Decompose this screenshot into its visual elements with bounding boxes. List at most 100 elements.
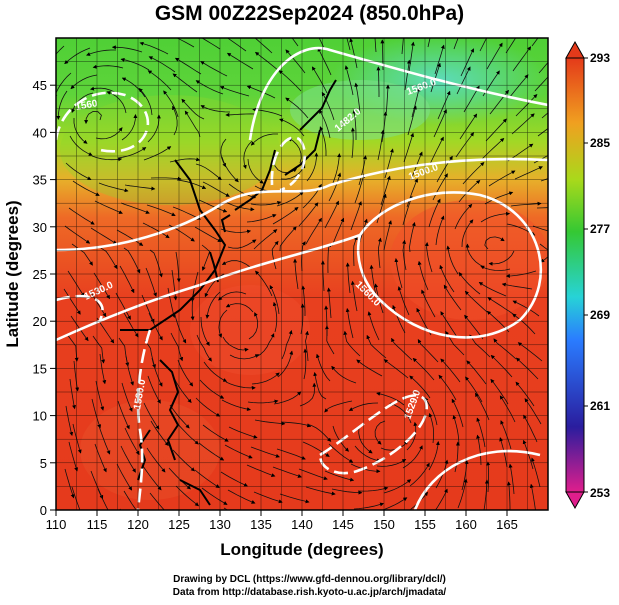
- streamline: [71, 243, 93, 266]
- streamline: [273, 160, 298, 174]
- streamline: [459, 113, 478, 140]
- streamline: [301, 285, 306, 316]
- streamline: [149, 249, 163, 278]
- colorbar-min-arrow: [565, 491, 585, 510]
- streamline: [73, 360, 80, 392]
- streamline: [69, 378, 76, 410]
- streamline: [279, 226, 297, 252]
- y-tick-label: 20: [33, 314, 47, 329]
- streamline: [246, 214, 277, 223]
- streamline: [397, 286, 410, 316]
- streamline: [446, 245, 459, 275]
- streamline: [476, 417, 486, 448]
- contour-label: 1560: [75, 98, 99, 113]
- streamline: [225, 381, 256, 390]
- streamline: [318, 38, 325, 49]
- streamline: [86, 49, 116, 56]
- x-tick-label: 140: [291, 517, 313, 532]
- streamline: [455, 132, 474, 158]
- streamline: [254, 419, 286, 426]
- streamline: [226, 38, 247, 52]
- streamline: [481, 137, 505, 160]
- streamline: [428, 198, 441, 228]
- streamline: [90, 227, 118, 245]
- streamline: [72, 180, 100, 196]
- streamline: [91, 398, 102, 429]
- y-tick-label: 40: [33, 125, 47, 140]
- streamline: [195, 163, 222, 181]
- streamline: [291, 38, 299, 47]
- streamline: [279, 118, 305, 137]
- streamline: [461, 459, 469, 491]
- streamline: [200, 316, 210, 346]
- x-tick-label: 150: [373, 517, 395, 532]
- x-tick-label: 155: [414, 517, 436, 532]
- streamline: [534, 76, 548, 92]
- streamline: [305, 217, 322, 245]
- streamline: [434, 44, 445, 75]
- streamline: [374, 38, 377, 53]
- streamline: [385, 84, 390, 116]
- streamline: [508, 74, 529, 99]
- streamline: [279, 493, 310, 504]
- streamline: [464, 290, 488, 313]
- x-axis: 110 115 120 125 130 135 140 145 150 155 160 165: [46, 510, 518, 532]
- streamline: [117, 400, 130, 430]
- streamline: [488, 250, 515, 266]
- streamline: [271, 240, 279, 270]
- streamline: [93, 272, 110, 300]
- streamline: [148, 56, 176, 73]
- streamline: [305, 486, 336, 496]
- y-axis: 0 5 10 15 20 25 30 35 40 45: [33, 78, 56, 518]
- streamline: [324, 470, 355, 482]
- streamline: [541, 112, 548, 119]
- streamline: [505, 270, 537, 278]
- streamline: [116, 463, 133, 491]
- streamline: [345, 307, 354, 339]
- streamline: [218, 291, 247, 301]
- streamline: [64, 468, 75, 499]
- streamline: [515, 381, 535, 407]
- streamline: [358, 155, 368, 186]
- streamline: [138, 88, 153, 116]
- streamline: [403, 132, 415, 163]
- streamline: [149, 492, 165, 510]
- streamline: [248, 312, 259, 340]
- streamline: [97, 488, 109, 510]
- streamline: [303, 348, 308, 380]
- streamline: [92, 64, 124, 69]
- credits: Drawing by DCL (https://www.gfd-dennou.o…: [0, 573, 619, 599]
- streamline: [512, 313, 536, 335]
- streamline: [383, 479, 412, 494]
- streamline: [203, 361, 228, 382]
- streamline: [306, 152, 319, 182]
- streamline: [391, 337, 413, 361]
- streamline: [163, 90, 179, 118]
- streamline: [376, 391, 405, 406]
- streamline: [200, 105, 231, 113]
- streamline: [251, 372, 280, 385]
- graticule: [55, 37, 549, 511]
- streamline: [331, 488, 363, 495]
- streamline: [324, 325, 335, 355]
- x-tick-label: 160: [455, 517, 477, 532]
- streamline: [147, 375, 161, 404]
- streamline: [68, 207, 95, 225]
- streamline: [402, 445, 423, 469]
- streamline: [462, 162, 485, 185]
- streamline: [304, 330, 309, 362]
- streamline: [377, 237, 382, 269]
- streamline: [350, 201, 362, 231]
- streamline: [421, 289, 436, 318]
- streamline: [272, 466, 302, 478]
- streamline: [384, 148, 394, 179]
- streamline: [499, 395, 516, 423]
- streamline: [226, 52, 254, 70]
- streamline: [407, 105, 417, 136]
- streamline: [332, 153, 342, 184]
- streamline: [225, 112, 257, 117]
- streamline: [514, 166, 543, 180]
- streamline: [69, 135, 93, 156]
- streamline: [299, 382, 317, 407]
- streamline: [485, 118, 507, 142]
